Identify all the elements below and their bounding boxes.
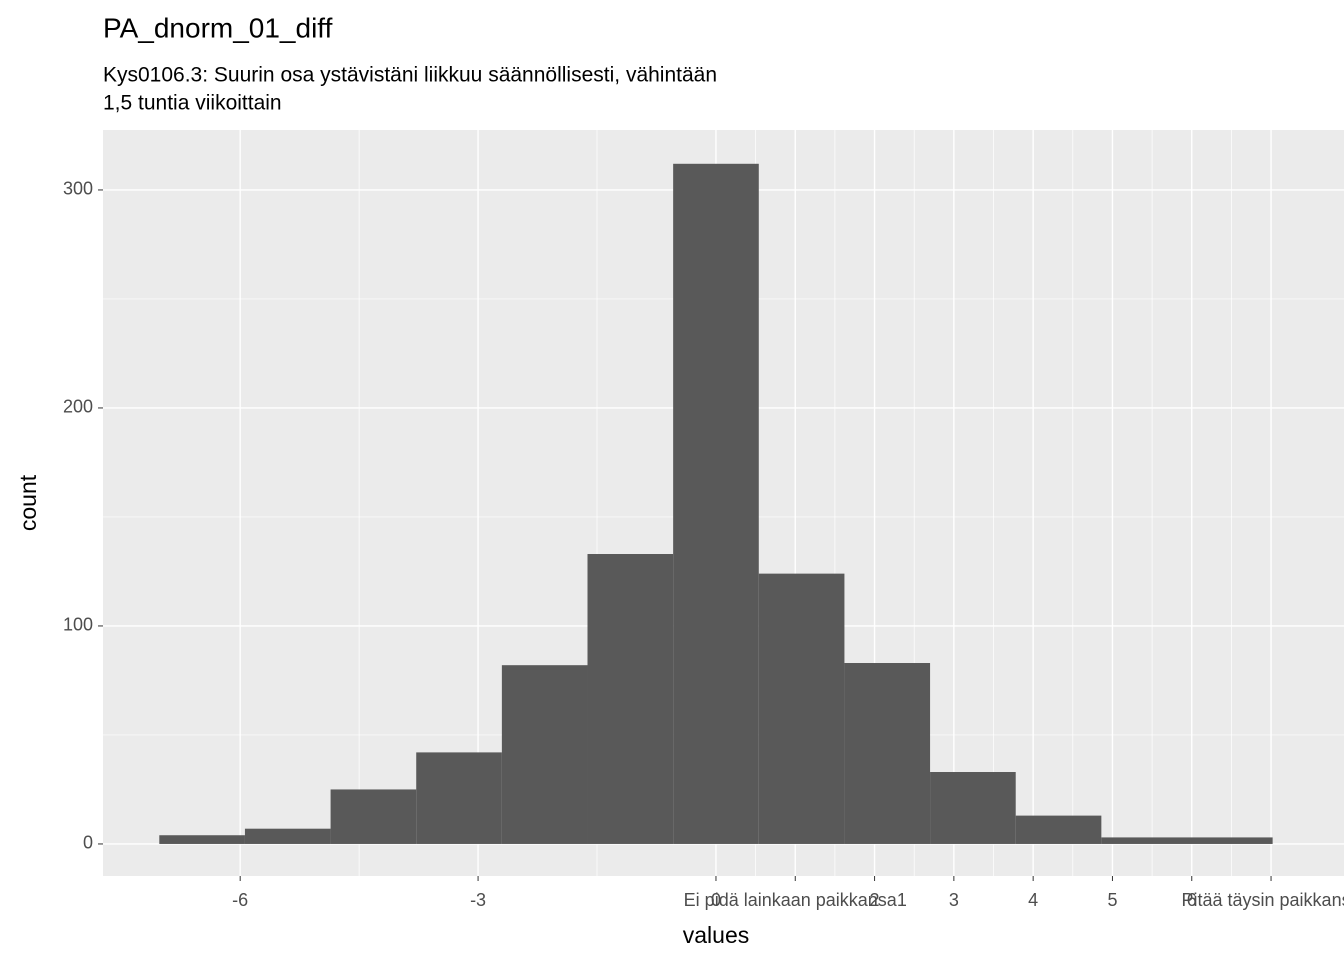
chart-title: PA_dnorm_01_diff	[103, 12, 333, 43]
x-tick-label: 3	[949, 890, 959, 910]
bar	[1186, 837, 1273, 844]
x-tick-label: 4	[1028, 890, 1038, 910]
bar	[330, 789, 417, 844]
y-axis-label: count	[15, 474, 41, 531]
bar	[244, 828, 331, 844]
y-tick-label: 100	[63, 615, 93, 635]
bar	[159, 835, 245, 844]
x-tick-label: -6	[232, 890, 248, 910]
bar	[758, 573, 845, 844]
chart-subtitle: 1,5 tuntia viikoittain	[103, 92, 282, 115]
x-axis-label: values	[683, 922, 749, 948]
bar	[501, 665, 588, 844]
bar	[1101, 837, 1187, 844]
x-tick-label: Pitää täysin paikkansa	[1181, 890, 1344, 910]
bar	[416, 752, 502, 844]
x-tick-label: 5	[1107, 890, 1117, 910]
bar	[1015, 815, 1102, 844]
x-tick-label: 6	[1187, 890, 1197, 910]
x-tick-label: 2	[870, 890, 880, 910]
bar	[673, 163, 759, 844]
x-tick-label: -3	[470, 890, 486, 910]
x-tick-label: Ei pidä lainkaan paikkansa1	[684, 890, 907, 910]
y-tick-label: 0	[83, 833, 93, 853]
x-tick-label: 0	[711, 890, 721, 910]
bar	[844, 663, 931, 844]
y-tick-label: 300	[63, 179, 93, 199]
bar	[930, 772, 1016, 844]
bar	[587, 554, 674, 844]
y-tick-label: 200	[63, 397, 93, 417]
chart-subtitle: Kys0106.3: Suurin osa ystävistäni liikku…	[103, 64, 717, 87]
